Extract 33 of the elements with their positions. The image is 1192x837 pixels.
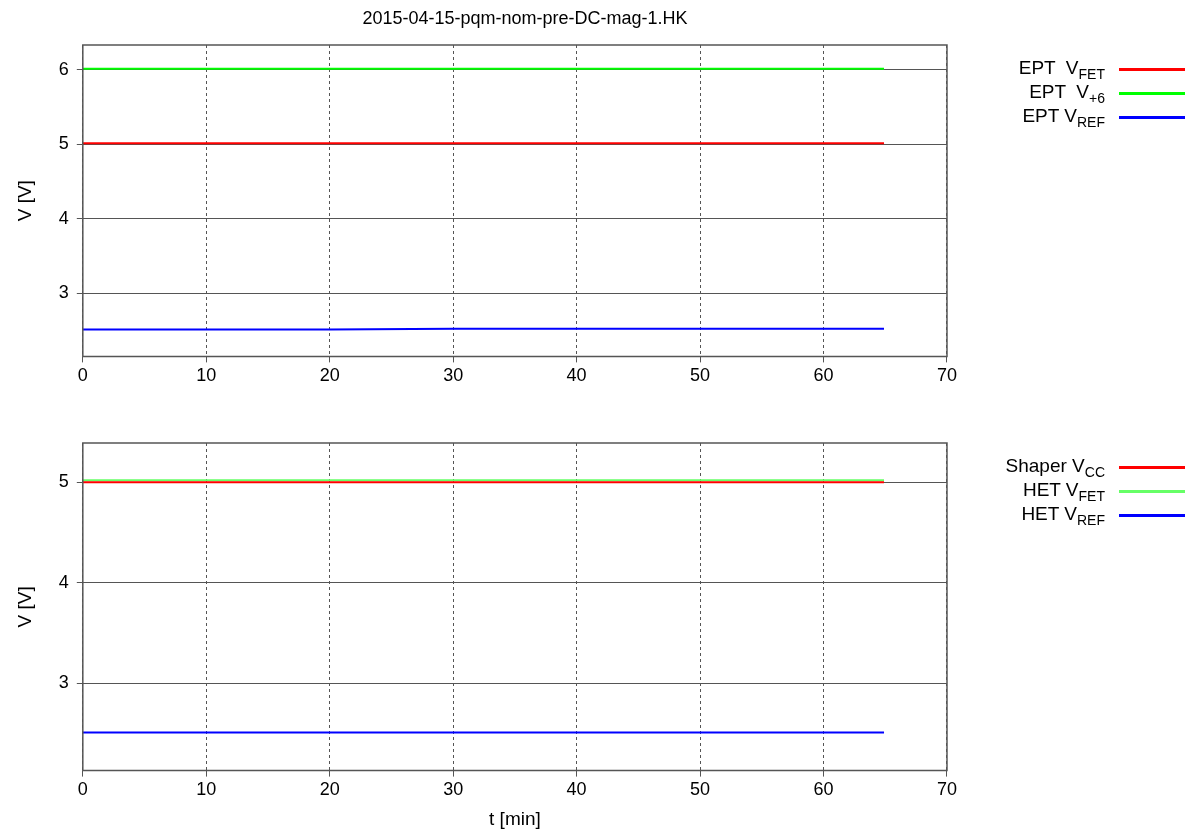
y-tick-label: 5 xyxy=(58,133,69,154)
legend-label: EPT V$_{+6}$ xyxy=(1029,80,1105,106)
y-tick-label: 3 xyxy=(58,282,69,303)
y-axis-title: V [V] xyxy=(13,586,35,628)
x-tick-label: 10 xyxy=(196,779,217,800)
x-tick-label: 40 xyxy=(566,365,587,386)
legend-label: EPT V$_{FET}$ xyxy=(1018,56,1105,82)
x-tick-label: 50 xyxy=(690,779,711,800)
legend-label: HET V$_{FET}$ xyxy=(1022,478,1105,504)
legend-label: Shaper V$_{CC}$ xyxy=(1005,454,1105,480)
y-tick-label: 6 xyxy=(58,58,69,79)
x-tick-label: 20 xyxy=(319,779,340,800)
x-tick-label: 40 xyxy=(566,779,587,800)
legend-label: HET V$_{REF}$ xyxy=(1021,502,1105,528)
x-tick-label: 0 xyxy=(77,365,88,386)
x-tick-label: 50 xyxy=(690,365,711,386)
y-axis-title: V [V] xyxy=(13,180,35,222)
chart-title: 2015-04-15-pqm-nom-pre-DC-mag-1.HK xyxy=(361,8,689,29)
x-tick-label: 20 xyxy=(319,365,340,386)
x-axis-title: t [min] xyxy=(489,807,541,829)
x-tick-label: 60 xyxy=(813,365,834,386)
y-tick-label: 4 xyxy=(58,571,69,592)
x-tick-label: 30 xyxy=(443,365,464,386)
y-tick-label: 5 xyxy=(58,471,69,492)
x-tick-label: 70 xyxy=(936,365,957,386)
y-tick-label: 4 xyxy=(58,207,69,228)
x-tick-label: 10 xyxy=(196,365,217,386)
x-tick-label: 30 xyxy=(443,779,464,800)
x-tick-label: 0 xyxy=(77,779,88,800)
legend-label: EPT V$_{REF}$ xyxy=(1022,104,1105,130)
y-tick-label: 3 xyxy=(58,672,69,693)
x-tick-label: 60 xyxy=(813,779,834,800)
x-tick-label: 70 xyxy=(936,779,957,800)
